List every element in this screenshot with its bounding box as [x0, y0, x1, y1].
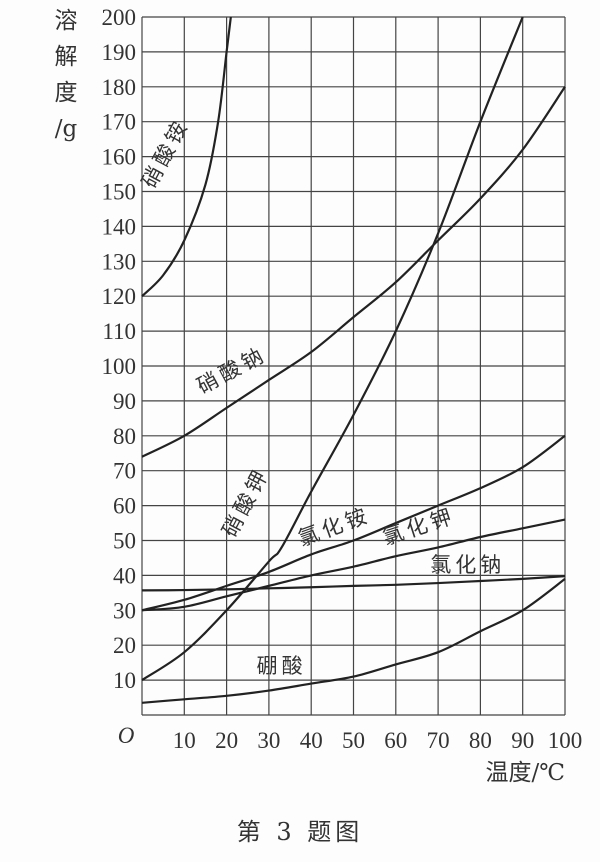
y-tick-label: 50	[113, 529, 136, 554]
curve-label: 硝酸铵	[137, 115, 193, 192]
curve-label: 氯化钾	[380, 504, 459, 550]
y-tick-label: 130	[102, 249, 137, 274]
x-tick-label: 20	[215, 728, 238, 753]
x-tick-label: 30	[257, 728, 280, 753]
curve-硝酸钾	[141, 16, 524, 682]
curve-硝酸钠	[141, 86, 566, 458]
x-tick-label: 80	[469, 728, 492, 753]
curve-硼酸	[141, 578, 566, 704]
curve-label: 硝酸钠	[193, 342, 270, 398]
x-tick-label: 50	[342, 728, 365, 753]
x-tick-label: 40	[300, 728, 323, 753]
y-tick-label: 90	[113, 389, 136, 414]
y-tick-label: 80	[113, 424, 136, 449]
x-tick-label: 10	[173, 728, 196, 753]
y-tick-label: 180	[102, 75, 137, 100]
y-tick-label: 120	[102, 284, 137, 309]
y-tick-label: 170	[102, 110, 137, 135]
x-axis-title: 温度/℃	[486, 760, 565, 786]
figure-caption: 第 3 题图	[236, 818, 364, 846]
y-tick-label: 150	[102, 180, 137, 205]
curve-label: 氯化铵	[295, 503, 374, 551]
y-tick-label: 10	[113, 668, 136, 693]
y-tick-label: 40	[113, 563, 136, 588]
y-tick-label: 160	[102, 145, 137, 170]
y-tick-label: 190	[102, 40, 137, 65]
solubility-curves	[141, 16, 566, 704]
curve-氯化钾	[141, 518, 566, 612]
grid	[141, 16, 566, 716]
y-axis-title: /g	[55, 116, 78, 142]
y-tick-label: 60	[113, 494, 136, 519]
x-tick-label: 100	[548, 728, 583, 753]
y-axis-title: 溶	[55, 8, 78, 34]
y-tick-label: 140	[102, 214, 137, 239]
y-axis-title: 解	[55, 44, 78, 70]
axis-ticks: 10 20 30 40 50 60 70 80 90 100 10 20 30 40 50 60 70 80 90 1…	[102, 5, 583, 753]
curve-硝酸铵	[141, 16, 232, 297]
y-tick-label: 110	[102, 319, 136, 344]
y-tick-label: 70	[113, 459, 136, 484]
curve-label: 氯化钠	[430, 553, 505, 577]
y-tick-label: 30	[113, 598, 136, 623]
y-tick-label: 20	[113, 633, 136, 658]
curve-氯化钠	[141, 575, 566, 592]
y-tick-label: 200	[102, 5, 137, 30]
origin-label: O	[118, 723, 135, 748]
curve-label: 硼酸	[257, 654, 307, 678]
axis-titles: 溶解度/g 温度/℃	[55, 8, 566, 786]
y-axis-title: 度	[55, 80, 78, 106]
x-tick-label: 60	[384, 728, 407, 753]
x-tick-label: 90	[511, 728, 534, 753]
x-tick-label: 70	[427, 728, 450, 753]
y-tick-label: 100	[102, 354, 137, 379]
